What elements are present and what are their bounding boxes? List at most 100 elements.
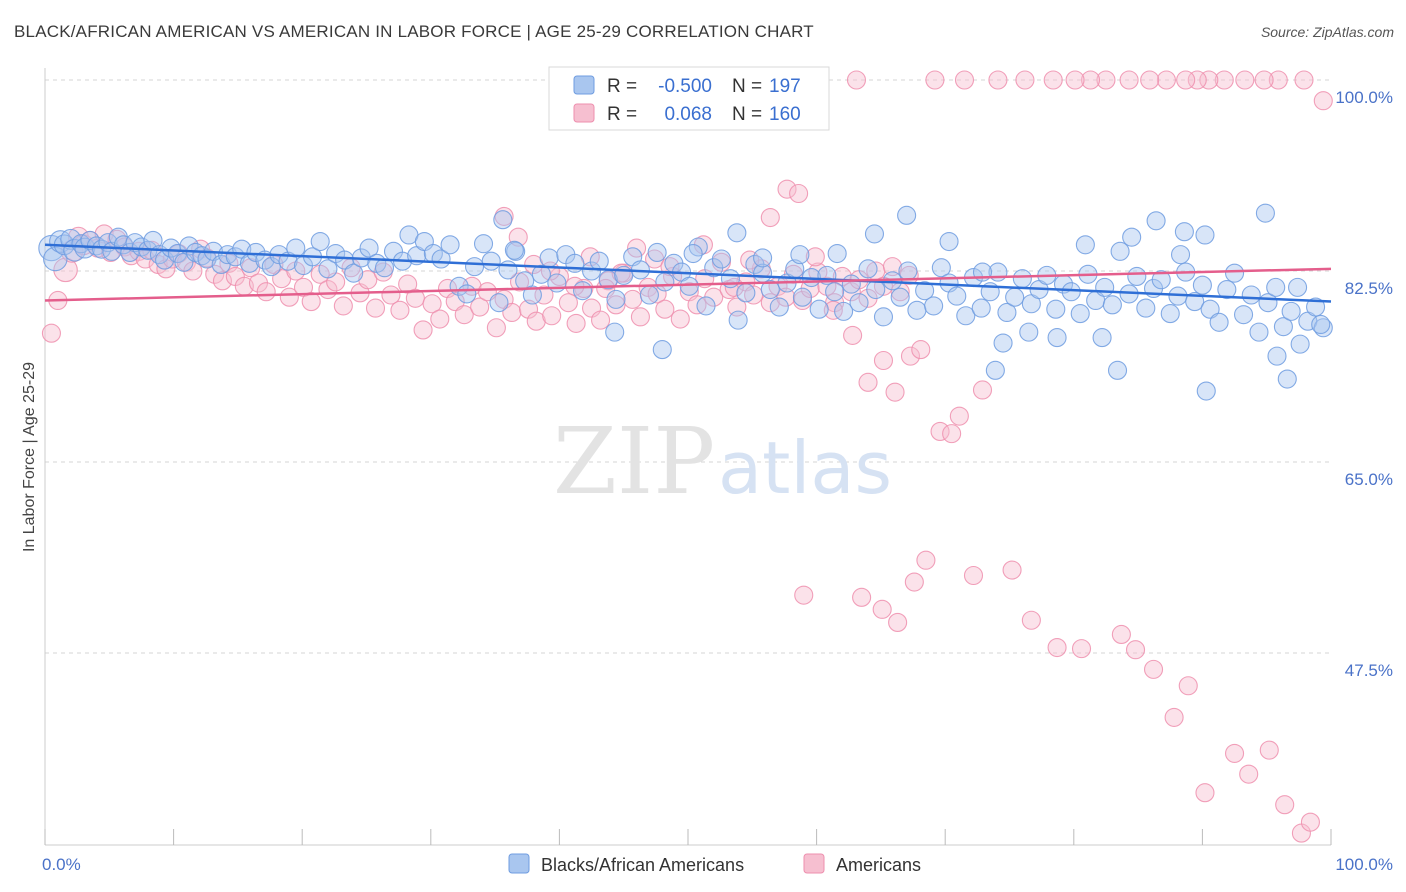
blacks-point (1200, 299, 1220, 319)
americans-point (1125, 640, 1146, 660)
americans-point (1275, 795, 1295, 815)
blacks-point (197, 249, 217, 269)
blacks-point (1306, 297, 1326, 317)
legend: R = -0.500 N = 197 R = 0.068 N = 160 (548, 66, 830, 131)
americans-point (422, 294, 442, 314)
americans-point (566, 313, 586, 333)
blacks-point (605, 322, 625, 342)
blacks-point (993, 333, 1013, 353)
americans-trend-line (44, 267, 1332, 302)
americans-point (888, 612, 908, 632)
blacks-point (1217, 280, 1237, 300)
blacks-point (1281, 301, 1301, 321)
y-tick-labels: 100.0% 82.5% 65.0% 47.5% (1335, 88, 1393, 680)
americans-point (846, 70, 867, 90)
americans-point (358, 270, 378, 290)
blacks-point (1005, 287, 1025, 307)
americans-point (670, 309, 690, 329)
americans-point (841, 282, 861, 302)
americans-point (873, 350, 894, 371)
blacks-point (1012, 269, 1032, 289)
americans-point (1021, 610, 1041, 630)
blacks-point (1070, 304, 1090, 324)
blacks-point (834, 301, 854, 321)
blacks-point (652, 340, 672, 360)
blacks-point (1160, 304, 1180, 324)
legend-n-label-pink: N = (732, 104, 762, 125)
x-ticks (44, 829, 1332, 845)
americans-point (1313, 91, 1333, 111)
americans-point (212, 271, 233, 291)
blacks-point (581, 261, 602, 281)
blacks-point (849, 293, 869, 313)
blacks-point (864, 224, 885, 244)
source-label: Source: ZipAtlas.com (1260, 24, 1394, 40)
blacks-point (1225, 263, 1245, 283)
americans-point (1119, 70, 1139, 90)
blacks-point (1185, 292, 1205, 312)
blacks-point (790, 245, 810, 265)
blacks-point (359, 238, 379, 258)
americans-point (1140, 70, 1160, 90)
blacks-point (218, 245, 238, 265)
americans-point (904, 572, 924, 592)
americans-point (1015, 70, 1035, 90)
legend-r-label-pink: R = (607, 104, 637, 125)
americans-point (858, 372, 878, 392)
americans-point (852, 587, 872, 607)
americans-point (494, 206, 514, 226)
blacks-point (866, 280, 886, 300)
legend-r-value-blue: -0.500 (658, 76, 712, 97)
americans-point (1065, 70, 1085, 90)
americans-point (381, 285, 401, 305)
americans-point (789, 183, 809, 204)
grid-lines (45, 79, 1331, 654)
blacks-point (1095, 277, 1115, 297)
blacks-point (1277, 369, 1297, 389)
blacks-point (464, 257, 485, 277)
watermark-atlas: atlas (718, 426, 892, 510)
americans-point (776, 287, 796, 307)
blacks-point (939, 231, 959, 252)
blacks-point (1192, 275, 1212, 295)
blacks-point (931, 258, 951, 278)
blacks-point (1249, 322, 1269, 342)
blacks-point (728, 310, 748, 330)
americans-point (534, 285, 554, 305)
americans-point (333, 296, 353, 316)
americans-point (365, 298, 386, 318)
americans-point (925, 70, 945, 90)
bottom-legend-label-blue: Blacks/African Americans (541, 855, 744, 875)
americans-point (205, 264, 225, 284)
blacks-point (481, 251, 501, 271)
bottom-legend-swatch-pink (803, 853, 825, 874)
blacks-point (1288, 277, 1308, 297)
blacks-point (753, 248, 773, 268)
blacks-point (506, 241, 526, 261)
blacks-point (1146, 211, 1166, 231)
americans-point (916, 550, 936, 570)
blacks-point (655, 272, 675, 292)
blacks-point (1196, 381, 1216, 401)
americans-point (1225, 743, 1245, 763)
americans-point (41, 323, 61, 343)
blacks-point (736, 283, 756, 303)
americans-point (1143, 659, 1164, 679)
watermark: ZIP atlas (553, 408, 892, 515)
americans-point (1096, 70, 1116, 90)
blacks-point (310, 231, 330, 252)
blacks-point (809, 299, 829, 319)
blacks-point (985, 360, 1005, 380)
americans-point (526, 311, 546, 331)
blacks-point (1075, 235, 1095, 255)
americans-point (623, 289, 643, 309)
blacks-point (947, 286, 967, 306)
blacks-point (1047, 328, 1067, 348)
americans-point (1187, 70, 1207, 90)
blacks-point (531, 264, 551, 284)
blacks-point (1102, 295, 1122, 315)
americans-point (942, 424, 962, 444)
blacks-point (457, 284, 477, 304)
americans-point (760, 207, 780, 228)
